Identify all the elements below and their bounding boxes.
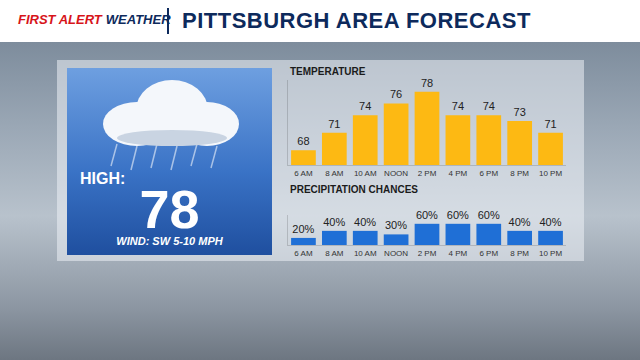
svg-text:73: 73: [514, 106, 526, 118]
svg-text:6 AM: 6 AM: [294, 169, 313, 178]
svg-text:10 AM: 10 AM: [354, 169, 377, 178]
svg-text:60%: 60%: [447, 209, 469, 221]
svg-text:74: 74: [452, 100, 464, 112]
svg-text:74: 74: [483, 100, 495, 112]
svg-text:60%: 60%: [416, 209, 438, 221]
svg-text:74: 74: [359, 100, 371, 112]
svg-text:2 PM: 2 PM: [418, 169, 437, 178]
svg-text:2 PM: 2 PM: [418, 249, 437, 258]
svg-text:40%: 40%: [509, 216, 531, 228]
svg-text:40%: 40%: [539, 216, 561, 228]
svg-text:76: 76: [390, 88, 402, 100]
html-text:HIGH:: HIGH:: [80, 170, 126, 187]
svg-text:8 AM: 8 AM: [325, 169, 344, 178]
svg-text:71: 71: [328, 118, 340, 130]
svg-text:60%: 60%: [478, 209, 500, 221]
svg-text:40%: 40%: [323, 216, 345, 228]
svg-text:78: 78: [421, 77, 433, 89]
svg-text:6 PM: 6 PM: [479, 169, 498, 178]
svg-text:10 PM: 10 PM: [539, 169, 562, 178]
svg-text:40%: 40%: [354, 216, 376, 228]
html-text:FIRST ALERT WEATHER: FIRST ALERT WEATHER: [18, 12, 171, 27]
svg-text:8 PM: 8 PM: [510, 249, 529, 258]
svg-text:10 PM: 10 PM: [539, 249, 562, 258]
svg-text:30%: 30%: [385, 219, 407, 231]
html-text:PRECIPITATION CHANCES: PRECIPITATION CHANCES: [290, 184, 418, 195]
html-text:WIND: SW 5-10 MPH: WIND: SW 5-10 MPH: [116, 235, 223, 247]
html-text:PITTSBURGH AREA FORECAST: PITTSBURGH AREA FORECAST: [182, 8, 531, 33]
svg-text:4 PM: 4 PM: [449, 249, 468, 258]
svg-text:NOON: NOON: [384, 249, 408, 258]
svg-text:4 PM: 4 PM: [449, 169, 468, 178]
svg-text:20%: 20%: [292, 223, 314, 235]
svg-text:6 AM: 6 AM: [294, 249, 313, 258]
svg-text:NOON: NOON: [384, 169, 408, 178]
svg-text:6 PM: 6 PM: [479, 249, 498, 258]
html-text:TEMPERATURE: TEMPERATURE: [290, 66, 366, 77]
svg-text:68: 68: [297, 135, 309, 147]
svg-text:8 PM: 8 PM: [510, 169, 529, 178]
svg-text:8 AM: 8 AM: [325, 249, 344, 258]
html-text:78: 78: [139, 179, 200, 239]
svg-text:10 AM: 10 AM: [354, 249, 377, 258]
svg-text:71: 71: [544, 118, 556, 130]
